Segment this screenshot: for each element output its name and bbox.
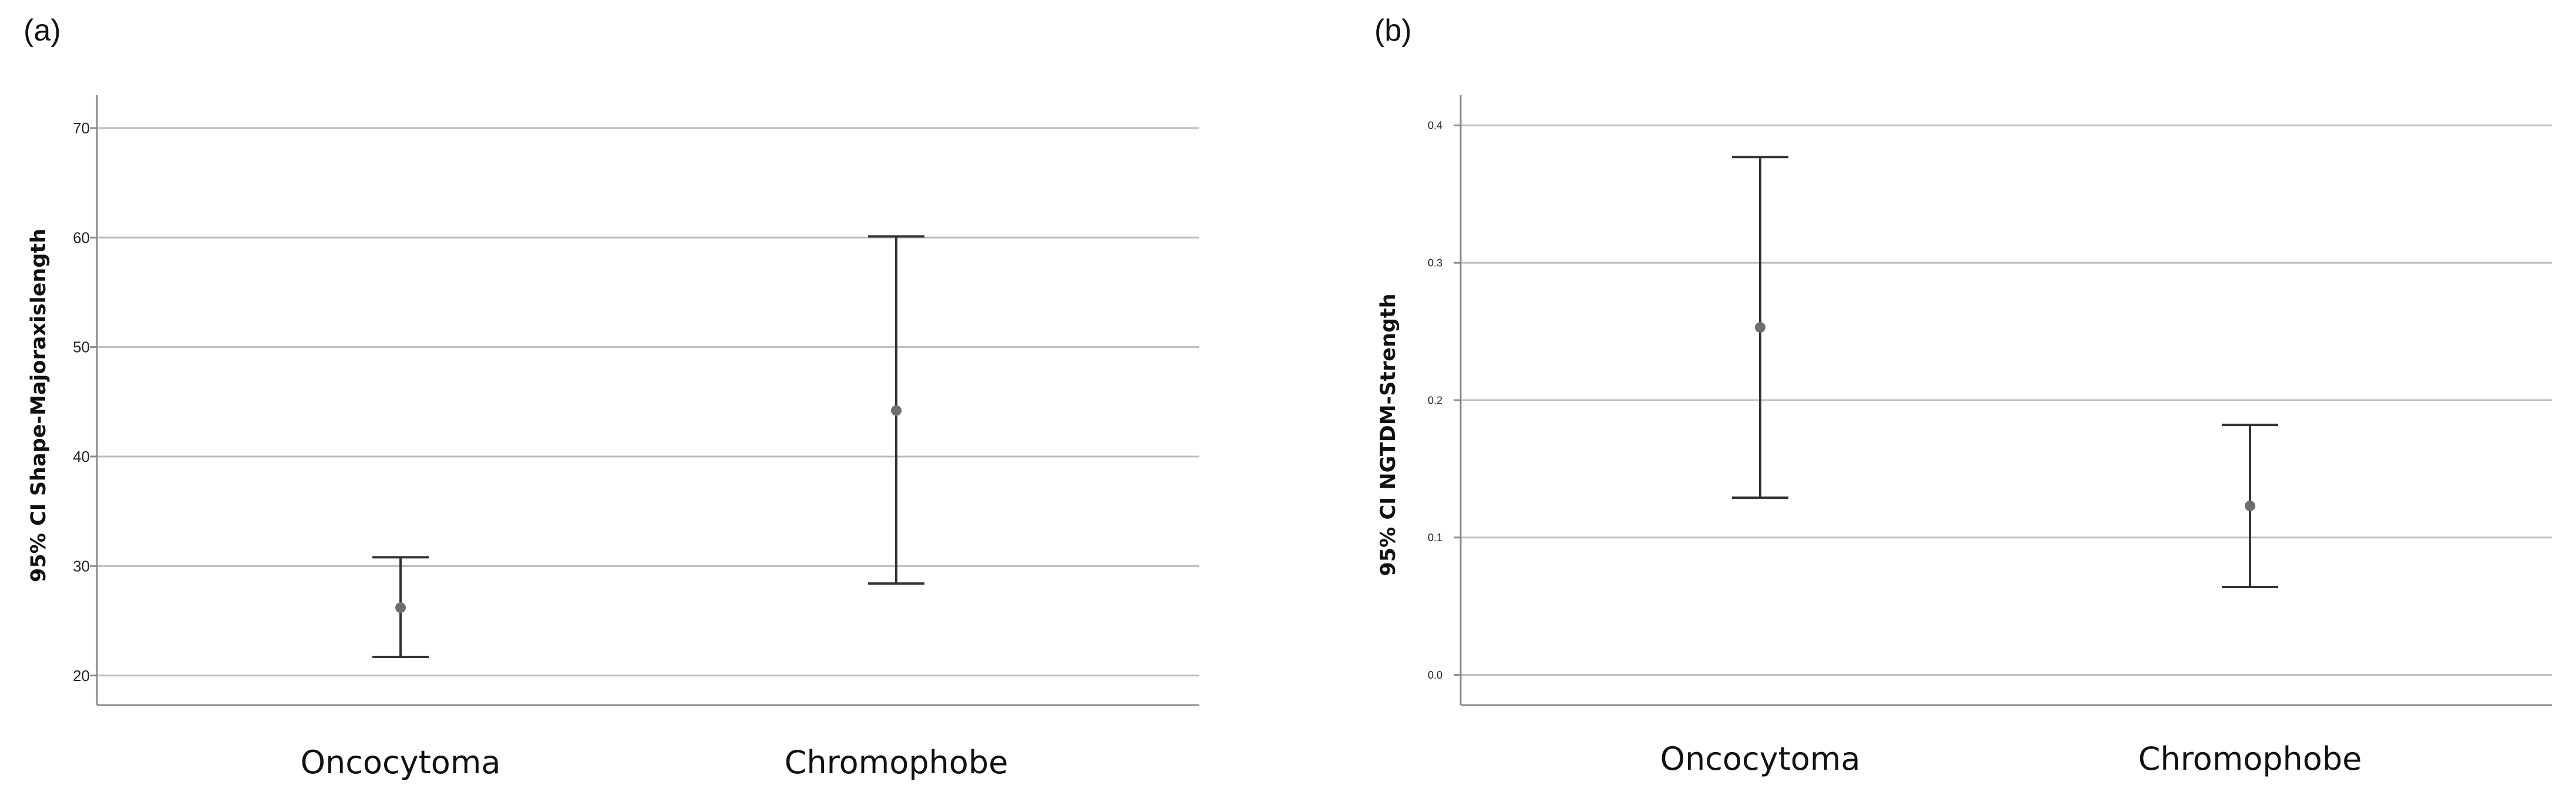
y-tick-label: 70 (73, 119, 90, 137)
y-tick-label: 0.3 (1428, 257, 1442, 269)
chart-a: 20 30 40 50 60 70 95% CI Shape-Majoraxislength… (27, 95, 1199, 781)
mean-point-chromophobe (2245, 501, 2255, 512)
y-axis-title: 95% CI Shape-Majoraxislength (27, 229, 51, 582)
category-label: Oncocytoma (300, 744, 500, 781)
y-tick-label: 0.0 (1428, 669, 1442, 681)
mean-point-oncocytoma (395, 602, 406, 613)
y-tick-label: 0.1 (1428, 532, 1442, 544)
category-label: Chromophobe (785, 744, 1008, 781)
category-label: Chromophobe (2138, 740, 2362, 777)
panel-label-a: (a) (23, 14, 61, 48)
y-axis-title: 95% CI NGTDM-Strength (1377, 293, 1400, 576)
y-tick-label: 60 (73, 229, 90, 246)
panel-label-b: (b) (1374, 14, 1412, 48)
category-label: Oncocytoma (1660, 740, 1860, 777)
mean-point-oncocytoma (1755, 322, 1765, 333)
y-tick-label: 50 (73, 338, 90, 356)
y-tick-label: 40 (73, 448, 90, 465)
chart-b: 0.0 0.1 0.2 0.3 0.4 95% CI NGTDM-Strength Onco… (1377, 95, 2552, 777)
y-tick-label: 30 (73, 557, 90, 575)
y-tick-label: 0.2 (1428, 394, 1442, 406)
y-tick-label: 0.4 (1428, 120, 1442, 132)
mean-point-chromophobe (891, 405, 902, 416)
y-tick-label: 20 (73, 667, 90, 685)
